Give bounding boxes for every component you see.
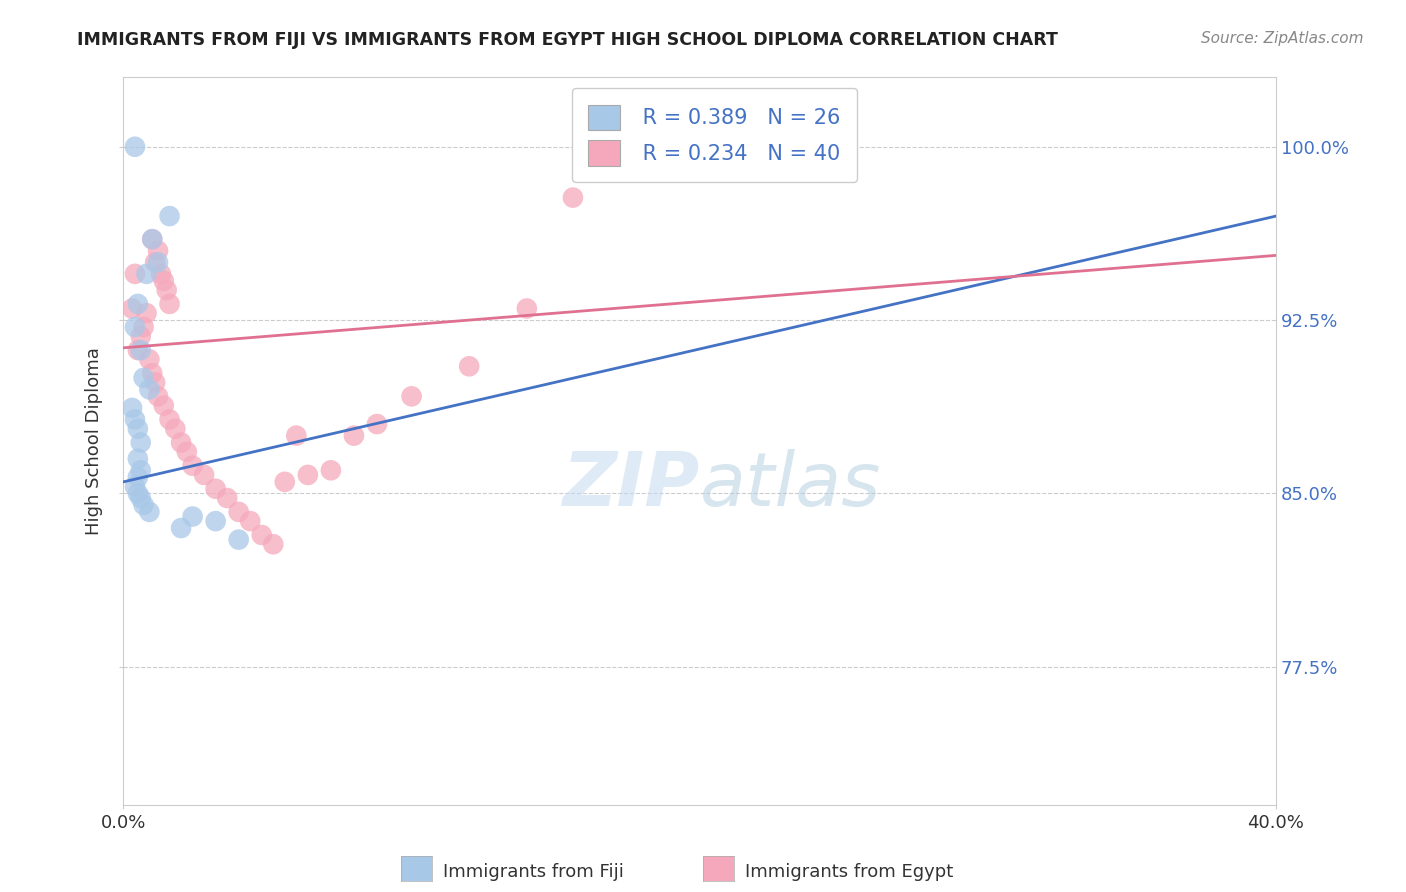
Point [228, 533, 250, 547]
Point [127, 486, 149, 500]
Point [127, 297, 149, 311]
Point [132, 498, 155, 512]
Point [561, 191, 583, 205]
Point [319, 463, 342, 477]
Point [458, 359, 481, 374]
Text: Immigrants from Egypt: Immigrants from Egypt [745, 863, 953, 881]
Text: ZIP: ZIP [562, 449, 700, 522]
Point [127, 422, 149, 436]
Point [143, 255, 166, 269]
Point [124, 140, 146, 154]
Point [149, 267, 172, 281]
Point [129, 329, 152, 343]
Point [121, 301, 143, 316]
Point [141, 232, 163, 246]
Point [285, 428, 308, 442]
Point [135, 267, 157, 281]
Point [146, 389, 169, 403]
Text: Immigrants from Fiji: Immigrants from Fiji [443, 863, 624, 881]
Point [141, 366, 163, 380]
Point [127, 470, 149, 484]
Point [239, 514, 262, 528]
Point [146, 255, 169, 269]
Point [250, 528, 273, 542]
Point [170, 435, 193, 450]
Point [181, 458, 204, 473]
Point [193, 467, 215, 482]
Point [129, 343, 152, 358]
Point [124, 320, 146, 334]
Point [228, 505, 250, 519]
Point [141, 232, 163, 246]
Y-axis label: High School Diploma: High School Diploma [86, 348, 103, 535]
Point [343, 428, 366, 442]
Point [132, 371, 155, 385]
Point [129, 435, 152, 450]
Point [152, 399, 174, 413]
Text: Source: ZipAtlas.com: Source: ZipAtlas.com [1201, 31, 1364, 46]
Point [204, 482, 226, 496]
Point [274, 475, 297, 489]
Point [143, 376, 166, 390]
Point [156, 283, 179, 297]
Point [181, 509, 204, 524]
Point [135, 306, 157, 320]
Point [297, 467, 319, 482]
Text: IMMIGRANTS FROM FIJI VS IMMIGRANTS FROM EGYPT HIGH SCHOOL DIPLOMA CORRELATION CH: IMMIGRANTS FROM FIJI VS IMMIGRANTS FROM … [77, 31, 1059, 49]
Text: atlas: atlas [700, 449, 882, 521]
Point [121, 401, 143, 415]
Point [159, 297, 181, 311]
Point [138, 352, 160, 367]
Point [152, 274, 174, 288]
Point [127, 343, 149, 358]
Point [159, 209, 181, 223]
Point [165, 422, 187, 436]
Point [138, 383, 160, 397]
Point [170, 521, 193, 535]
Point [129, 463, 152, 477]
Point [127, 451, 149, 466]
Point [176, 445, 198, 459]
Point [124, 479, 146, 493]
Point [204, 514, 226, 528]
Point [159, 412, 181, 426]
Point [132, 320, 155, 334]
Point [124, 412, 146, 426]
Point [124, 267, 146, 281]
Point [146, 244, 169, 258]
Legend:  R = 0.389   N = 26,  R = 0.234   N = 40: R = 0.389 N = 26, R = 0.234 N = 40 [572, 87, 858, 183]
Point [138, 505, 160, 519]
Point [129, 491, 152, 505]
Point [516, 301, 538, 316]
Point [217, 491, 239, 505]
Point [262, 537, 284, 551]
Point [366, 417, 388, 431]
Point [401, 389, 423, 403]
